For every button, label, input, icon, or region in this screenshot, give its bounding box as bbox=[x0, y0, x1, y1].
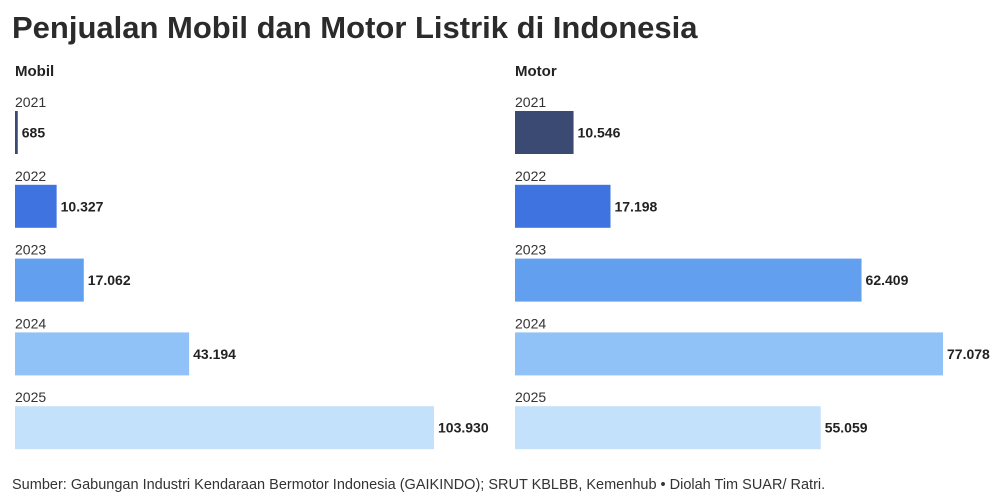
category-label-motor-2022: 2022 bbox=[515, 168, 546, 184]
bar-motor-2025 bbox=[515, 406, 821, 450]
bar-mobil-2023 bbox=[15, 258, 84, 302]
bar-mobil-2022 bbox=[15, 184, 57, 228]
panel-title-mobil: Mobil bbox=[15, 63, 55, 80]
value-label-motor-2025: 55.059 bbox=[825, 420, 868, 436]
category-label-motor-2024: 2024 bbox=[515, 315, 546, 331]
category-label-mobil-2021: 2021 bbox=[15, 94, 46, 110]
category-label-mobil-2022: 2022 bbox=[15, 168, 46, 184]
category-label-motor-2025: 2025 bbox=[515, 389, 546, 405]
bar-charts: 2021 685 2022 10.327 2023 17.062 2024 43.194 202… bbox=[15, 94, 990, 450]
category-label-mobil-2025: 2025 bbox=[15, 389, 46, 405]
bar-mobil-2021 bbox=[15, 111, 18, 154]
value-label-mobil-2025: 103.930 bbox=[438, 420, 489, 436]
value-label-motor-2024: 77.078 bbox=[947, 346, 990, 362]
bar-motor-2021 bbox=[515, 111, 574, 154]
bar-motor-2023 bbox=[515, 258, 862, 302]
category-label-motor-2023: 2023 bbox=[515, 242, 546, 258]
category-label-mobil-2024: 2024 bbox=[15, 315, 46, 331]
bar-mobil-2025 bbox=[15, 406, 434, 450]
value-label-mobil-2021: 685 bbox=[22, 125, 46, 141]
value-label-motor-2022: 17.198 bbox=[614, 198, 657, 214]
value-label-motor-2021: 10.546 bbox=[578, 125, 621, 141]
category-label-mobil-2023: 2023 bbox=[15, 242, 46, 258]
panel-title-motor: Motor bbox=[515, 63, 557, 80]
source-note: Sumber: Gabungan Industri Kendaraan Berm… bbox=[12, 477, 826, 493]
category-label-motor-2021: 2021 bbox=[515, 94, 546, 110]
value-label-mobil-2023: 17.062 bbox=[88, 272, 131, 288]
bar-mobil-2024 bbox=[15, 332, 190, 376]
chart-title: Penjualan Mobil dan Motor Listrik di Ind… bbox=[12, 10, 698, 45]
bar-motor-2024 bbox=[515, 332, 943, 376]
value-label-mobil-2022: 10.327 bbox=[61, 198, 104, 214]
bar-motor-2022 bbox=[515, 184, 611, 228]
value-label-mobil-2024: 43.194 bbox=[193, 346, 236, 362]
value-label-motor-2023: 62.409 bbox=[866, 272, 909, 288]
